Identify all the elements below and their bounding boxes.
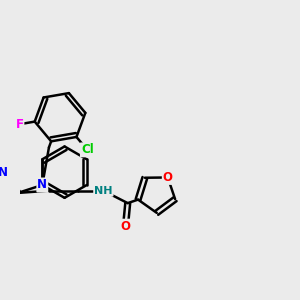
Text: O: O <box>163 171 173 184</box>
Text: N: N <box>37 178 47 191</box>
Text: F: F <box>15 118 23 131</box>
Text: O: O <box>121 220 130 232</box>
Text: NH: NH <box>94 186 112 196</box>
Text: N: N <box>0 166 8 178</box>
Text: Cl: Cl <box>81 143 94 156</box>
